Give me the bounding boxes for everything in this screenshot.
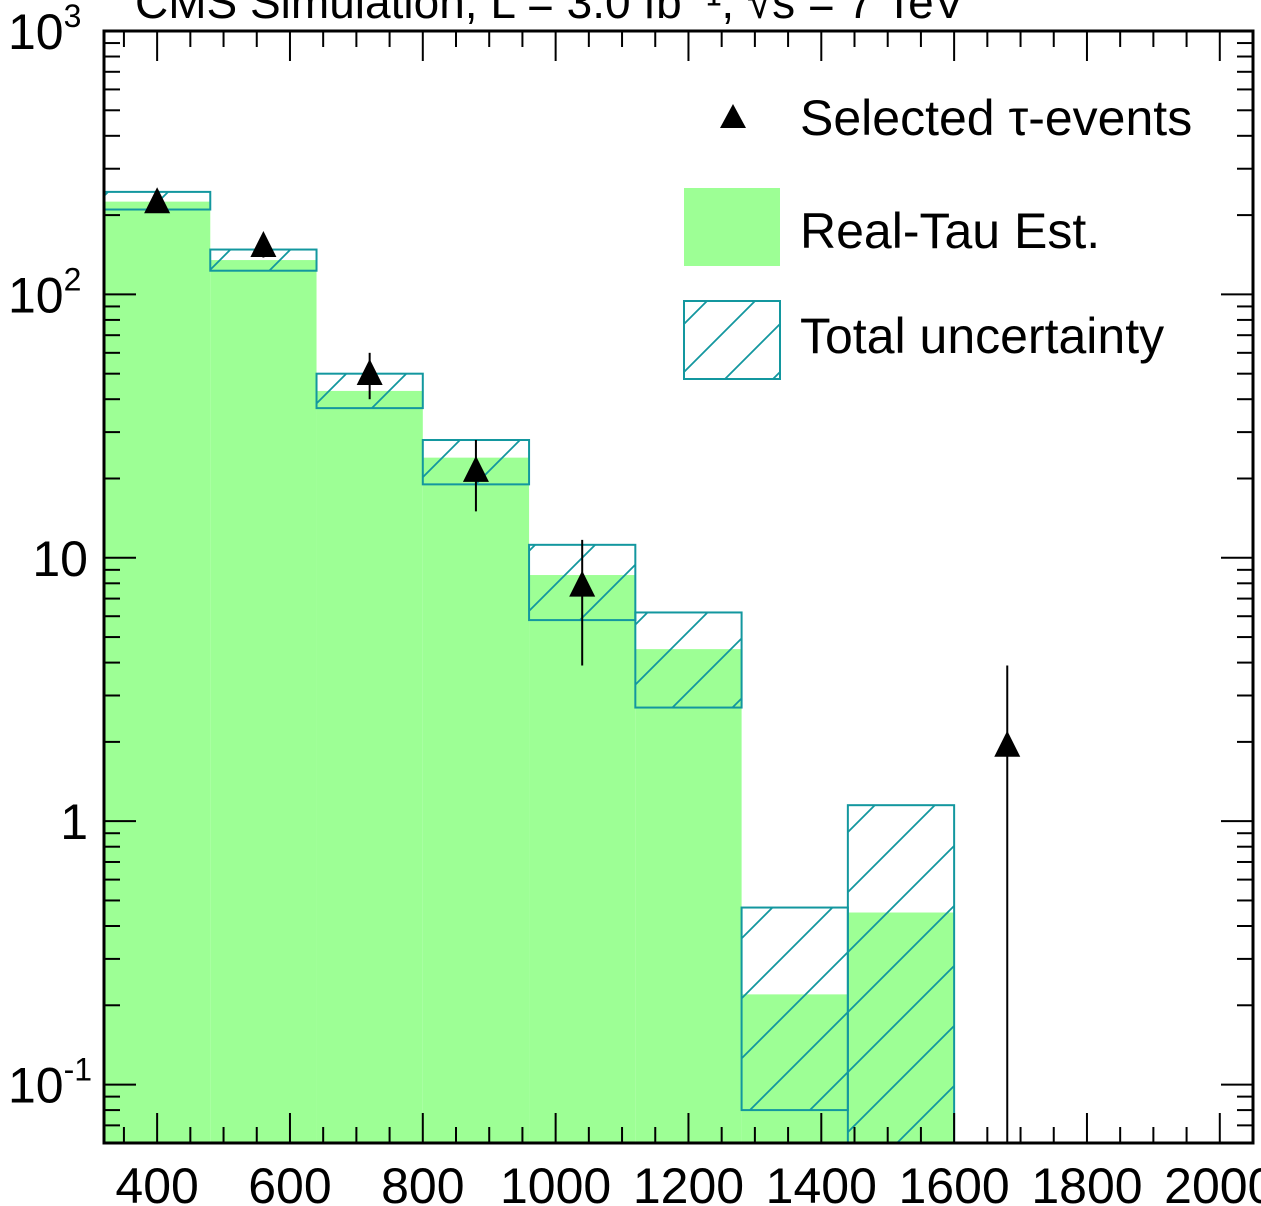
real-tau-bar <box>104 201 211 1143</box>
x-tick-label: 600 <box>248 1158 331 1206</box>
data-point-triangle <box>462 455 489 482</box>
x-tick-label: 800 <box>381 1158 464 1206</box>
legend-entry-total-uncertainty: Total uncertainty <box>683 300 1164 380</box>
real-tau-bar <box>529 575 636 1143</box>
selected-events-points <box>144 187 1021 1143</box>
y-tick-label: 103 <box>8 0 81 60</box>
chart-title: CMS Simulation, L = 3.0 fb⁻¹, √s = 7 TeV <box>135 0 965 28</box>
uncertainty-band-bin <box>634 611 743 709</box>
y-tick-label: 1 <box>60 794 88 850</box>
y-tick-label: 102 <box>8 261 81 323</box>
legend-hatch-swatch <box>683 300 781 380</box>
data-point-triangle <box>144 187 171 214</box>
legend: Selected τ-events Real-Tau Est. Total un… <box>683 90 1192 380</box>
x-tick-label: 1600 <box>899 1158 1010 1206</box>
legend-fill-swatch <box>684 188 780 266</box>
legend-entry-selected-events: Selected τ-events <box>720 90 1192 146</box>
plot-frame <box>102 29 1255 1145</box>
data-point-triangle <box>569 570 596 597</box>
plot-area <box>104 187 1021 1143</box>
x-tick-label: 1800 <box>1031 1158 1142 1206</box>
x-axis-tick-labels: 400 600 800 1000 1200 1400 1600 1800 2000 <box>115 1158 1261 1206</box>
y-tick-label: 10 <box>32 531 88 587</box>
x-tick-label: 1000 <box>500 1158 611 1206</box>
data-point-triangle <box>994 730 1021 757</box>
legend-triangle-marker <box>720 104 746 128</box>
real-tau-bar <box>635 649 742 1143</box>
legend-label-selected-events: Selected τ-events <box>800 90 1192 146</box>
x-tick-label: 400 <box>115 1158 198 1206</box>
real-tau-bar <box>210 260 317 1143</box>
axis-ticks <box>104 30 1254 1144</box>
y-tick-label: 10-1 <box>8 1052 92 1114</box>
x-tick-label: 1200 <box>633 1158 744 1206</box>
uncertainty-band <box>104 190 956 1143</box>
uncertainty-band-bin <box>740 906 849 1112</box>
uncertainty-band-bin <box>846 804 956 1143</box>
legend-entry-real-tau: Real-Tau Est. <box>684 188 1100 266</box>
data-point-triangle <box>250 231 277 258</box>
data-point-triangle <box>356 358 383 385</box>
real-tau-bar <box>422 457 530 1143</box>
legend-label-real-tau: Real-Tau Est. <box>800 203 1100 259</box>
x-tick-label: 2000 <box>1164 1158 1261 1206</box>
real-tau-bar <box>316 390 423 1143</box>
x-tick-label: 1400 <box>766 1158 877 1206</box>
legend-label-total-uncertainty: Total uncertainty <box>800 308 1164 364</box>
